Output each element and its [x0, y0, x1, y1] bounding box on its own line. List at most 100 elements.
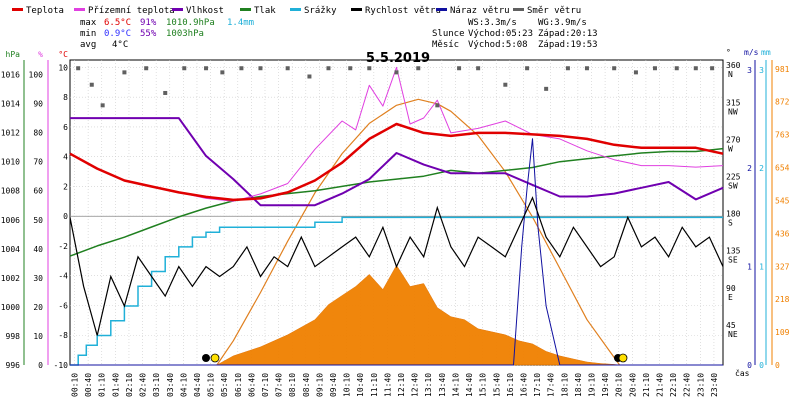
x-tick-35: 17:40	[547, 373, 556, 397]
series-sm-r-v-tru-point-22	[525, 66, 530, 71]
x-tick-23: 11:40	[383, 373, 392, 397]
x-tick-27: 13:40	[438, 373, 447, 397]
series-teplota	[69, 122, 724, 202]
x-tick-9: 04:40	[193, 373, 202, 397]
stats-ws: WS:3.3m/s	[468, 18, 517, 28]
x-tick-32: 16:10	[506, 373, 515, 397]
series-sm-r-v-tru-point-0	[76, 66, 81, 71]
x-tick-19: 09:40	[329, 373, 338, 397]
series-sm-r-v-tru-point-24	[565, 66, 570, 71]
x-axis-label: čas	[735, 368, 750, 378]
rain-tick-2: 1	[759, 263, 764, 272]
series-sm-r-v-tru-point-8	[220, 70, 225, 75]
wind-tick-1: 2	[747, 164, 752, 173]
stats-avg-temp: 4°C	[112, 40, 128, 50]
rain-tick-3: 0	[759, 361, 764, 370]
series-sm-r-v-tru-point-28	[652, 66, 657, 71]
humidity-tick-8: 20	[33, 303, 43, 312]
humidity-tick-5: 50	[33, 216, 43, 225]
x-tick-20: 10:10	[343, 373, 352, 397]
direction-tick-4: 180	[726, 210, 741, 219]
x-tick-33: 16:40	[519, 373, 528, 397]
temperature-tick-1: 8	[63, 93, 68, 102]
direction-tick-0: 360	[726, 61, 741, 70]
x-tick-22: 11:10	[370, 373, 379, 397]
x-tick-29: 14:40	[465, 373, 474, 397]
series-sm-r-v-tru-point-13	[326, 66, 331, 71]
temperature-tick-6: -2	[58, 242, 68, 251]
direction-tick-3: 225	[726, 173, 741, 182]
x-tick-17: 08:40	[302, 373, 311, 397]
humidity-tick-9: 10	[33, 332, 43, 341]
wind-axis-label: m/s	[744, 48, 759, 57]
series-sm-r-v-tru-point-1	[89, 82, 94, 87]
series-sm-r-v-tru-point-2	[100, 103, 105, 108]
series-vlhkost	[70, 117, 724, 207]
rain-tick-1: 2	[759, 164, 764, 173]
temperature-axis-label: °C	[58, 50, 68, 59]
series-sm-r-v-tru-point-7	[204, 66, 209, 71]
legend-swatch-1	[74, 8, 85, 11]
pressure-tick-1: 1014	[1, 100, 20, 109]
series-rychlost-v-tru	[69, 196, 724, 336]
temperature-tick-8: -6	[58, 301, 68, 310]
axes: 00:10 00:40 01:10 01:40 02:10 02:40 03:10 03:40…	[1, 48, 790, 397]
x-tick-5: 02:40	[139, 373, 148, 397]
legend-swatch-6	[436, 8, 447, 11]
x-tick-42: 21:10	[642, 373, 651, 397]
series-sm-r-v-tru-point-29	[674, 66, 679, 71]
humidity-tick-2: 80	[33, 129, 43, 138]
x-tick-3: 01:40	[111, 373, 120, 397]
pressure-tick-2: 1012	[1, 129, 20, 138]
legend-label-2: Vlhkost	[186, 6, 224, 16]
series-tlak	[69, 147, 724, 257]
x-tick-37: 18:40	[574, 373, 583, 397]
series-sm-r-v-tru-point-26	[612, 66, 617, 71]
humidity-tick-7: 30	[33, 274, 43, 283]
moon-rise-icon	[202, 354, 210, 362]
temperature-tick-5: 0	[63, 212, 68, 221]
legend-swatch-3	[240, 8, 251, 11]
direction-dir-6: E	[728, 293, 733, 302]
series-sm-r-v-tru-point-20	[476, 66, 481, 71]
x-tick-13: 06:40	[247, 373, 256, 397]
x-tick-2: 01:10	[98, 373, 107, 397]
series-sm-r-v-tru-point-23	[544, 86, 549, 91]
x-tick-4: 02:10	[125, 373, 134, 397]
solar-tick-2: 763	[775, 131, 790, 140]
x-tick-41: 20:40	[628, 373, 637, 397]
direction-dir-1: NW	[728, 107, 738, 116]
wind-tick-3: 0	[747, 361, 752, 370]
legend-label-1: Přízemní teplota	[88, 6, 175, 16]
series-sm-r-v-tru-point-21	[503, 82, 508, 87]
series-sm-r-v-tru-point-6	[182, 66, 187, 71]
rain-axis-label: mm	[761, 48, 771, 57]
wind-tick-2: 1	[747, 263, 752, 272]
stats-sun-rise: Východ:05:23	[468, 29, 533, 39]
legend-label-6: Náraz větru	[450, 6, 510, 16]
x-tick-38: 19:10	[587, 373, 596, 397]
pressure-tick-8: 1000	[1, 303, 20, 312]
stats-max-humidity: 91%	[140, 18, 157, 28]
solar-tick-9: 0	[775, 361, 780, 370]
pressure-tick-6: 1004	[1, 245, 20, 254]
humidity-tick-0: 100	[29, 71, 44, 80]
x-tick-8: 04:10	[179, 373, 188, 397]
legend-swatch-5	[351, 8, 362, 11]
x-tick-18: 09:10	[315, 373, 324, 397]
temperature-tick-10: -10	[54, 361, 69, 370]
x-tick-46: 23:10	[696, 373, 705, 397]
x-tick-44: 22:10	[669, 373, 678, 397]
x-tick-21: 10:40	[356, 373, 365, 397]
x-tick-26: 13:10	[424, 373, 433, 397]
sun-rise-icon	[210, 353, 220, 363]
series-sm-r-v-tru-point-27	[633, 70, 638, 75]
direction-dir-3: SW	[728, 182, 738, 191]
solar-tick-1: 872	[775, 98, 790, 107]
pressure-tick-7: 1002	[1, 274, 20, 283]
x-tick-28: 14:10	[451, 373, 460, 397]
x-tick-7: 03:40	[166, 373, 175, 397]
stats-moon-rise: Východ:5:08	[468, 40, 528, 50]
temperature-tick-2: 6	[63, 123, 68, 132]
rain-tick-0: 3	[759, 66, 764, 75]
